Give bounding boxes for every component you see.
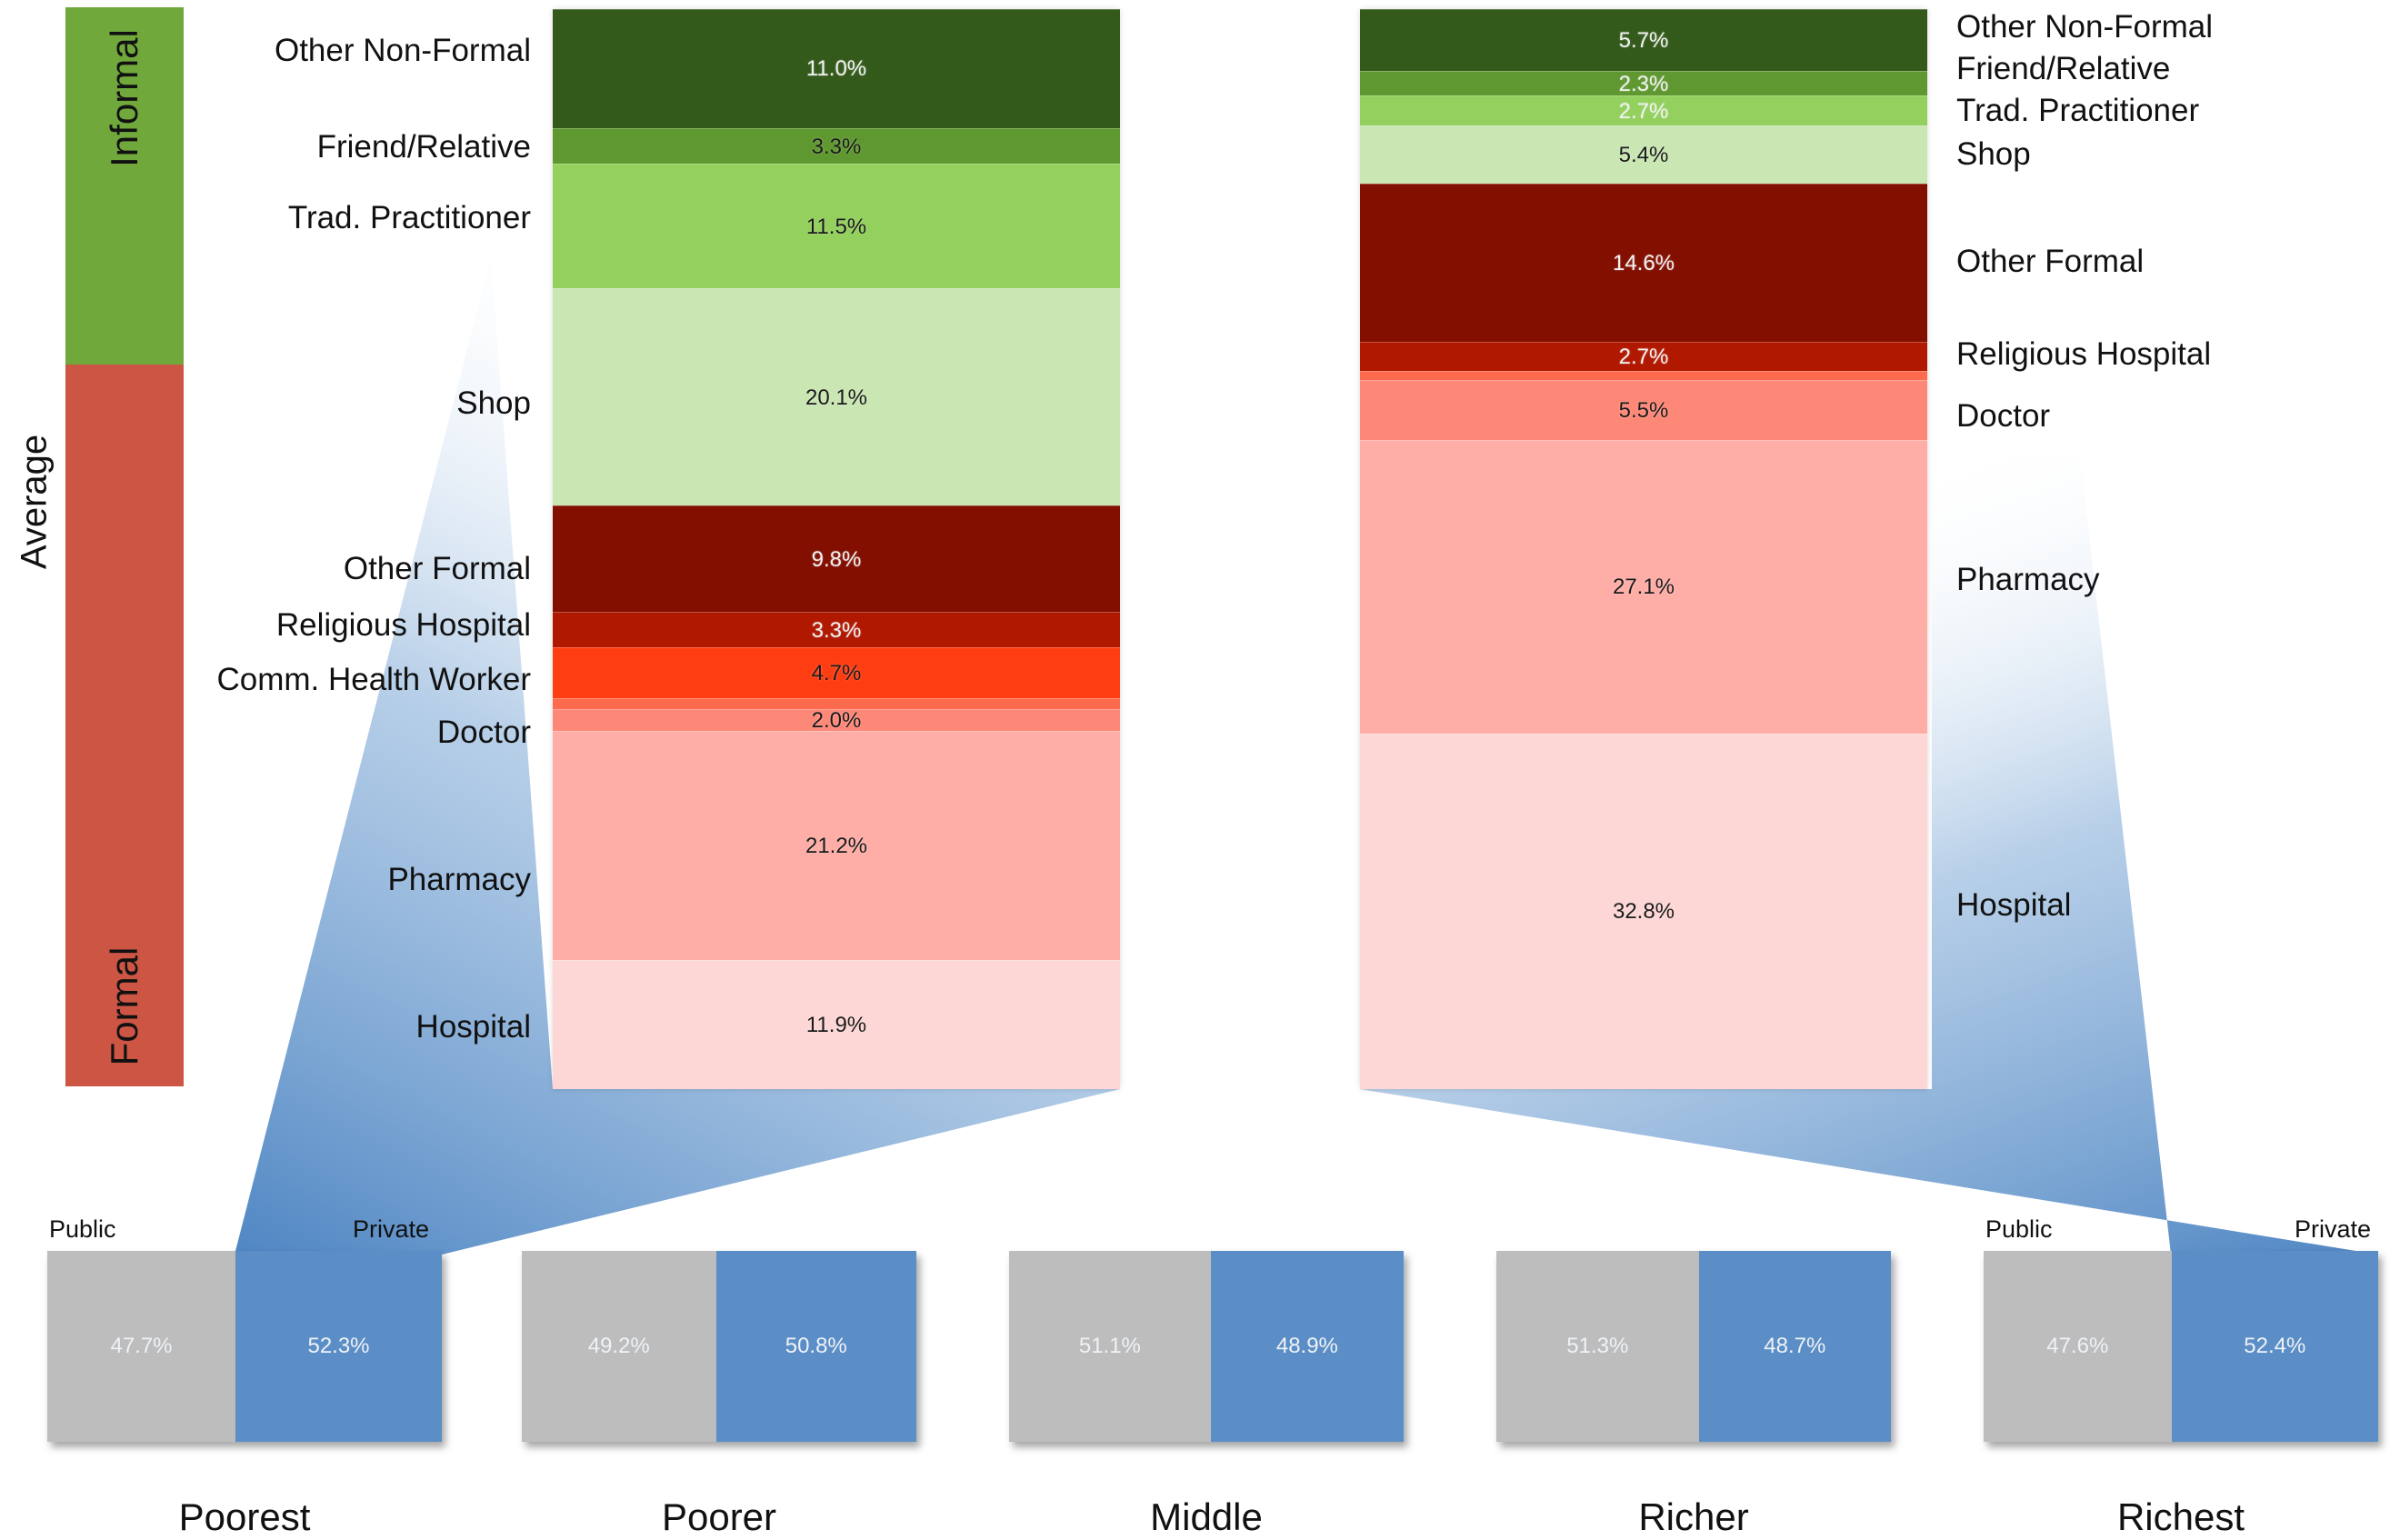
private-header-left: Private (353, 1215, 430, 1243)
category-label-hospital: Hospital (415, 1009, 531, 1045)
segment-value-label: 2.0% (811, 708, 862, 734)
category-label-doctor: Doctor (436, 715, 531, 750)
public-share: 51.3% (1496, 1251, 1699, 1442)
segment-value-label: 11.5% (805, 214, 867, 239)
segment-value-label: 11.9% (805, 1013, 867, 1038)
segment-hospital: 11.9% (553, 960, 1120, 1089)
category-label-doctor: Doctor (1956, 398, 2051, 434)
private-share: 52.4% (2171, 1251, 2378, 1442)
segment-other-formal: 14.6% (1360, 184, 1927, 343)
category-label-other-formal: Other Formal (1956, 244, 2145, 279)
segment-value-label: 5.4% (1618, 142, 1669, 167)
public-share: 51.1% (1009, 1251, 1211, 1442)
segment-trad-practitioner: 11.5% (553, 164, 1120, 289)
segment-friend-relative: 2.3% (1360, 70, 1927, 96)
category-label-trad-practitioner: Trad. Practitioner (287, 200, 531, 235)
category-label-friend-relative: Friend/Relative (1956, 51, 2171, 86)
segment-other-formal: 9.8% (553, 505, 1120, 613)
segment-value-label: 14.6% (1612, 251, 1675, 276)
public-share: 49.2% (522, 1251, 716, 1442)
quintile-box-richest: 47.6% 52.4% (1984, 1251, 2378, 1442)
category-label-religious-hospital: Religious Hospital (1956, 336, 2212, 372)
segment-comm-health-worker: 4.7% (553, 647, 1120, 699)
segment-value-label: 27.1% (1612, 575, 1675, 600)
segment-shop: 5.4% (1360, 125, 1927, 185)
richest-breakdown-stack: 5.7% 2.3% 2.7% 5.4% 14.6% 2.7% 5.5% 27.1% 32.8% (1360, 9, 1927, 1089)
segment-value-label: 2.3% (1618, 71, 1669, 96)
private-header-right: Private (2295, 1215, 2372, 1243)
segment-other (1360, 371, 1927, 380)
average-label: Average (14, 434, 55, 570)
segment-value-label: 32.8% (1612, 899, 1675, 925)
segment-doctor: 2.0% (553, 708, 1120, 734)
segment-value-label: 2.7% (1618, 98, 1669, 124)
quintile-label-poorer: Poorer (661, 1495, 777, 1538)
category-label-friend-relative: Friend/Relative (316, 129, 531, 165)
category-label-shop: Shop (1956, 136, 2031, 172)
public-share: 47.7% (47, 1251, 236, 1442)
quintile-label-richer: Richer (1638, 1495, 1749, 1538)
segment-value-label: 2.7% (1618, 345, 1669, 370)
segment-religious-hospital: 3.3% (553, 612, 1120, 648)
segment-religious-hospital: 2.7% (1360, 342, 1927, 372)
poorest-breakdown-stack: 11.0% 3.3% 11.5% 20.1% 9.8% 3.3% 4.7% 2.0% 21.2%… (553, 9, 1120, 1089)
formal-label: Formal (103, 946, 145, 1066)
average-informal-bar: Informal (65, 7, 184, 365)
segment-hospital: 32.8% (1360, 733, 1927, 1089)
segment-value-label: 11.0% (805, 56, 867, 82)
segment-shop: 20.1% (553, 288, 1120, 506)
category-label-other-non-formal: Other Non-Formal (274, 33, 531, 68)
private-share: 50.8% (715, 1251, 916, 1442)
segment-value-label: 3.3% (811, 617, 862, 643)
quintile-label-poorest: Poorest (178, 1495, 311, 1538)
segment-value-label: 4.7% (811, 661, 862, 686)
segment-doctor: 5.5% (1360, 379, 1927, 440)
segment-value-label: 20.1% (805, 385, 868, 410)
category-label-pharmacy: Pharmacy (1956, 562, 2100, 597)
public-share: 47.6% (1984, 1251, 2172, 1442)
private-share: 48.9% (1210, 1251, 1404, 1442)
category-label-other-formal: Other Formal (343, 551, 531, 586)
quintile-label-middle: Middle (1150, 1495, 1263, 1538)
quintile-label-richest: Richest (2116, 1495, 2245, 1538)
segment-pharmacy: 27.1% (1360, 439, 1927, 734)
quintile-box-poorest: 47.7% 52.3% (47, 1251, 442, 1442)
segment-other-non-formal: 11.0% (553, 9, 1120, 128)
segment-value-label: 21.2% (805, 834, 868, 859)
segment-friend-relative: 3.3% (553, 127, 1120, 165)
public-header-left: Public (49, 1215, 116, 1243)
private-share: 48.7% (1698, 1251, 1891, 1442)
informal-label: Informal (103, 29, 145, 167)
private-share: 52.3% (235, 1251, 442, 1442)
zoom-fan-right (1360, 455, 2378, 1255)
segment-value-label: 3.3% (811, 134, 862, 159)
segment-value-label: 5.5% (1618, 397, 1669, 423)
quintile-box-poorer: 49.2% 50.8% (522, 1251, 916, 1442)
category-label-comm-health-worker: Comm. Health Worker (216, 662, 531, 697)
category-label-trad-practitioner: Trad. Practitioner (1956, 93, 2200, 128)
category-label-religious-hospital: Religious Hospital (275, 607, 531, 643)
category-label-other-non-formal: Other Non-Formal (1956, 9, 2214, 45)
category-label-hospital: Hospital (1956, 887, 2072, 923)
segment-trad-practitioner: 2.7% (1360, 95, 1927, 125)
public-header-right: Public (1985, 1215, 2053, 1243)
segment-other-non-formal: 5.7% (1360, 9, 1927, 71)
quintile-box-richer: 51.3% 48.7% (1496, 1251, 1891, 1442)
zoom-fan-left (235, 256, 1120, 1255)
category-label-shop: Shop (456, 385, 531, 421)
segment-value-label: 5.7% (1618, 27, 1669, 53)
segment-value-label: 9.8% (811, 546, 862, 572)
segment-other (553, 698, 1120, 710)
quintile-box-middle: 51.1% 48.9% (1009, 1251, 1404, 1442)
category-label-pharmacy: Pharmacy (387, 862, 531, 897)
average-formal-bar: Formal (65, 365, 184, 1086)
segment-pharmacy: 21.2% (553, 730, 1120, 961)
